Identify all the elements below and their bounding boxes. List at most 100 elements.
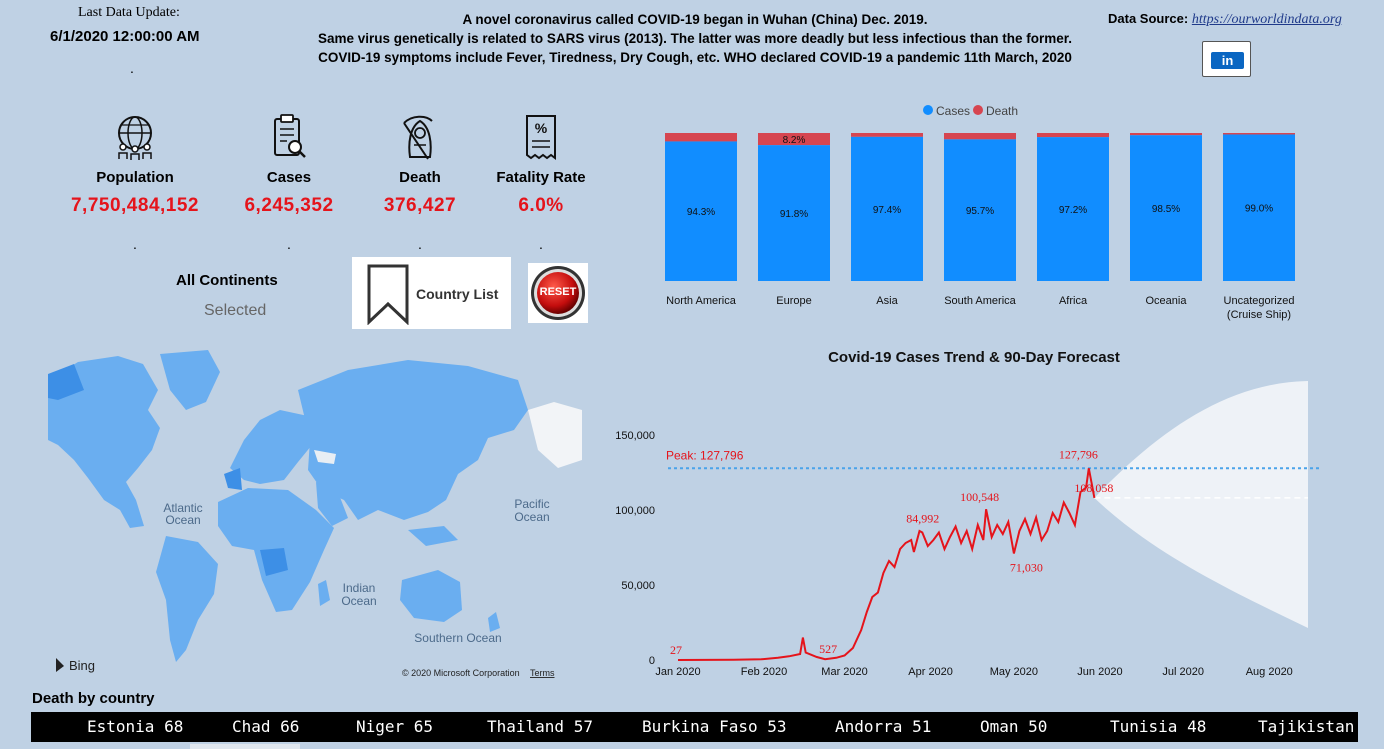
kpi-death: Death 376,427	[370, 113, 470, 217]
bar-death-label: 8.2%	[783, 135, 806, 146]
bar-death-segment	[944, 133, 1016, 140]
clipboard-search-icon	[274, 114, 306, 158]
bar-cases-label: 91.8%	[780, 209, 808, 220]
x-tick-label: Mar 2020	[821, 666, 867, 678]
map-terms-link[interactable]: Terms	[530, 668, 555, 678]
linkedin-button[interactable]: in	[1202, 41, 1251, 77]
percent-receipt-icon: %	[526, 115, 556, 160]
peak-label: Peak: 127,796	[666, 448, 744, 462]
bar-cases-label: 97.4%	[873, 205, 901, 216]
map-label-pacific-2: Ocean	[514, 510, 549, 524]
ticker-item: Andorra 51	[835, 717, 932, 736]
bookmark-icon	[367, 264, 409, 325]
bar-cases-label: 95.7%	[966, 206, 994, 217]
bar-category-label: Africa	[1059, 295, 1088, 307]
bar-category-label: Asia	[876, 295, 898, 307]
data-annotation: 108,058	[1074, 481, 1113, 495]
reset-button[interactable]: RESET	[528, 263, 588, 323]
y-tick-label: 0	[649, 655, 655, 667]
kpi-cases-label: Cases	[266, 169, 312, 186]
bar-cases-segment	[1037, 137, 1109, 281]
bing-label: Bing	[69, 658, 95, 673]
data-annotation: 71,030	[1010, 560, 1043, 574]
ticker-item: Thailand 57	[487, 717, 593, 736]
x-tick-label: Apr 2020	[908, 666, 953, 678]
ticker-item: Tunisia 48	[1110, 717, 1207, 736]
bar-death-segment	[1037, 133, 1109, 138]
bar-death-segment	[1223, 133, 1295, 135]
globe-people-icon	[118, 116, 152, 160]
x-tick-label: Feb 2020	[741, 666, 787, 678]
bar-death-segment	[851, 133, 923, 137]
kpi-cases: Cases 6,245,352	[230, 113, 348, 217]
bar-cases-label: 97.2%	[1059, 205, 1087, 216]
data-annotation: 84,992	[906, 512, 939, 526]
death-ticker: Estonia 68 Chad 66 Niger 65 Thailand 57 …	[31, 712, 1358, 742]
x-tick-label: Jun 2020	[1077, 666, 1122, 678]
data-annotation: 27	[670, 643, 682, 657]
linkedin-icon: in	[1211, 52, 1244, 69]
grim-reaper-icon	[403, 115, 433, 160]
ticker-item: Tajikistan	[1258, 717, 1355, 736]
info-text: A novel coronavirus called COVID-19 bega…	[295, 10, 1095, 67]
info-line-1: A novel coronavirus called COVID-19 bega…	[462, 12, 928, 27]
map-label-pacific: Pacific	[514, 497, 549, 511]
map-label-atlantic: Atlantic	[163, 501, 202, 515]
x-tick-label: Aug 2020	[1246, 666, 1293, 678]
bar-cases-label: 99.0%	[1245, 204, 1273, 215]
bar-cases-segment	[944, 139, 1016, 281]
bar-category-label: Oceania	[1146, 295, 1188, 307]
bar-death-segment	[665, 133, 737, 142]
kpi-population: Population 7,750,484,152	[60, 113, 210, 217]
data-source: Data Source: https://ourworldindata.org	[1108, 11, 1342, 28]
map-label-atlantic-2: Ocean	[165, 513, 200, 527]
legend-cases-label: Cases	[936, 104, 970, 118]
ticker-item: Chad 66	[232, 717, 300, 736]
page-tab[interactable]	[190, 744, 300, 749]
data-source-label: Data Source:	[1108, 11, 1189, 26]
data-annotation: 527	[819, 642, 837, 656]
kpi-population-value: 7,750,484,152	[70, 195, 199, 216]
cases-line	[677, 468, 1096, 661]
map-label-indian-2: Ocean	[341, 594, 376, 608]
kpi-population-label: Population	[96, 169, 174, 186]
kpi-death-label: Death	[399, 169, 441, 186]
bar-cases-label: 94.3%	[687, 207, 715, 218]
data-annotation: 100,548	[960, 490, 999, 504]
dot-marker: .	[130, 60, 134, 76]
map-copyright: © 2020 Microsoft Corporation	[402, 668, 520, 678]
x-tick-label: Jan 2020	[655, 666, 700, 678]
ticker-item: Estonia 68	[87, 717, 184, 736]
legend-death-label: Death	[986, 104, 1018, 118]
dot-marker: .	[133, 236, 137, 252]
country-list-button[interactable]: Country List	[352, 257, 511, 329]
kpi-fatality-label: Fatality Rate	[496, 169, 586, 186]
chart-title: Covid-19 Cases Trend & 90-Day Forecast	[828, 349, 1120, 366]
ticker-item: Burkina Faso 53	[642, 717, 787, 736]
bar-category-label: South America	[944, 295, 1016, 307]
bar-category-label-2: (Cruise Ship)	[1227, 309, 1291, 321]
reset-icon	[531, 266, 585, 320]
cases-trend-chart: Covid-19 Cases Trend & 90-Day Forecast Pe…	[610, 345, 1340, 680]
continent-filter-selection: Selected	[204, 302, 267, 319]
x-tick-label: Jul 2020	[1162, 666, 1204, 678]
bing-icon	[56, 658, 64, 672]
kpi-cases-value: 6,245,352	[244, 195, 334, 216]
data-annotation: 127,796	[1059, 447, 1098, 461]
bar-category-label: North America	[666, 295, 737, 307]
ticker-item: Niger 65	[356, 717, 434, 736]
info-line-3: COVID-19 symptoms include Fever, Tiredne…	[318, 50, 1072, 65]
world-map[interactable]: Atlantic Ocean Pacific Ocean Indian Ocea…	[48, 350, 582, 680]
continent-filter-title: All Continents	[176, 272, 278, 289]
y-tick-label: 150,000	[615, 430, 655, 442]
death-by-country-title: Death by country	[32, 690, 155, 707]
legend-cases-swatch	[923, 105, 933, 115]
dot-marker: .	[287, 236, 291, 252]
info-line-2: Same virus genetically is related to SAR…	[318, 31, 1072, 46]
last-update-value: 6/1/2020 12:00:00 AM	[50, 28, 200, 45]
bar-cases-segment	[1223, 134, 1295, 281]
country-list-label: Country List	[416, 286, 499, 302]
bar-cases-segment	[851, 136, 923, 281]
data-source-link[interactable]: https://ourworldindata.org	[1191, 12, 1342, 27]
bar-category-label: Uncategorized	[1224, 295, 1295, 307]
